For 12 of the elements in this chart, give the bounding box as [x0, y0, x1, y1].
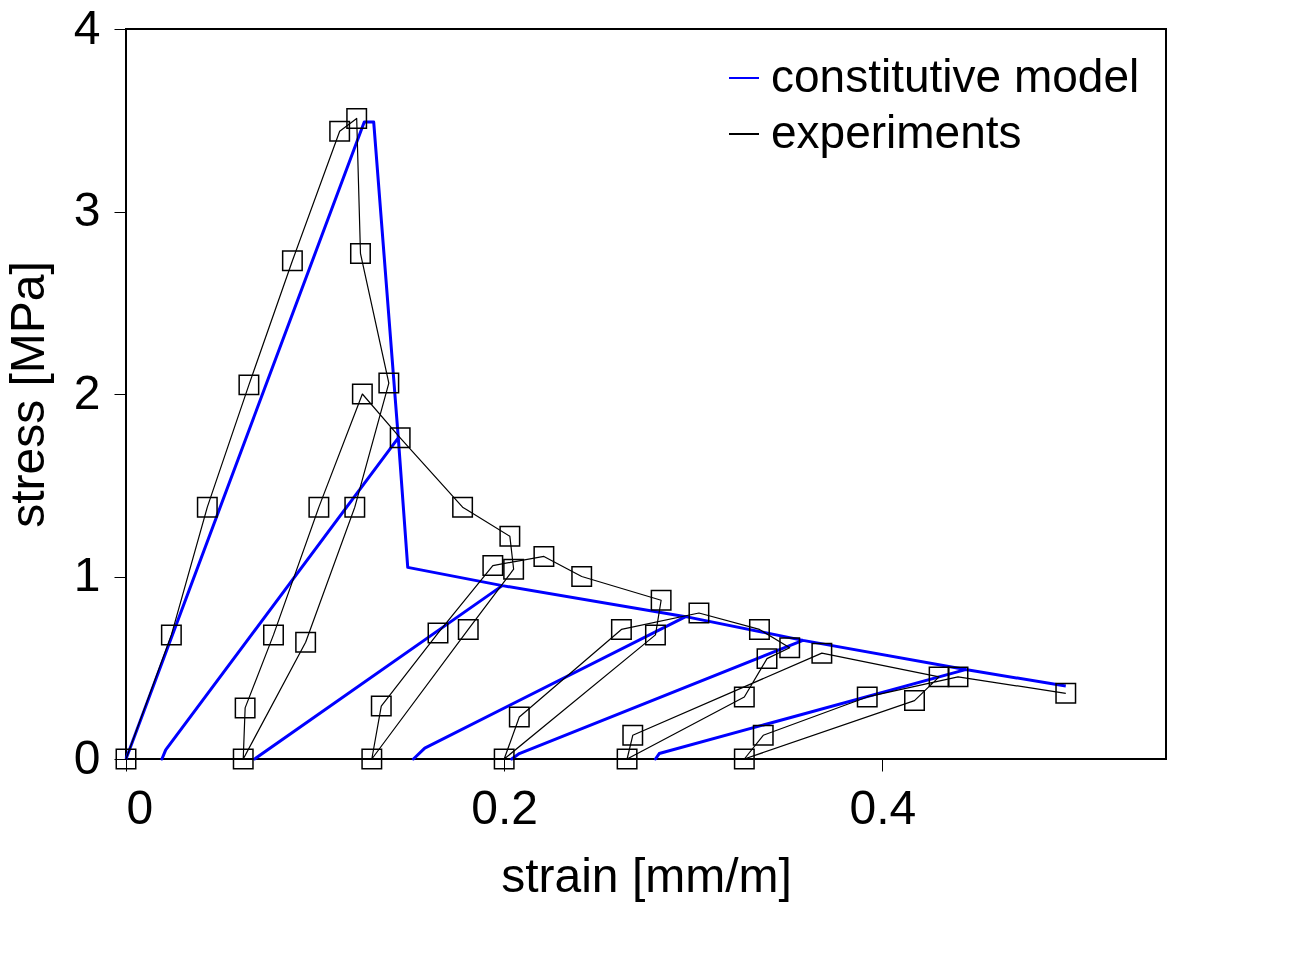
x-tick-label: 0.2	[471, 780, 539, 834]
x-tick-label: 0.4	[849, 780, 917, 834]
y-tick-label: 3	[73, 183, 101, 236]
legend-label: constitutive model	[771, 50, 1140, 102]
y-tick-label: 0	[73, 730, 101, 784]
y-tick-label: 2	[73, 365, 101, 419]
y-tick-label: 4	[73, 0, 101, 54]
x-axis-title: strain [mm/m]	[501, 848, 792, 902]
x-tick-label: 0	[126, 780, 154, 834]
legend-label: experiments	[771, 106, 1022, 158]
y-axis-title: stress [MPa]	[0, 261, 54, 528]
y-tick-label: 1	[73, 548, 101, 601]
